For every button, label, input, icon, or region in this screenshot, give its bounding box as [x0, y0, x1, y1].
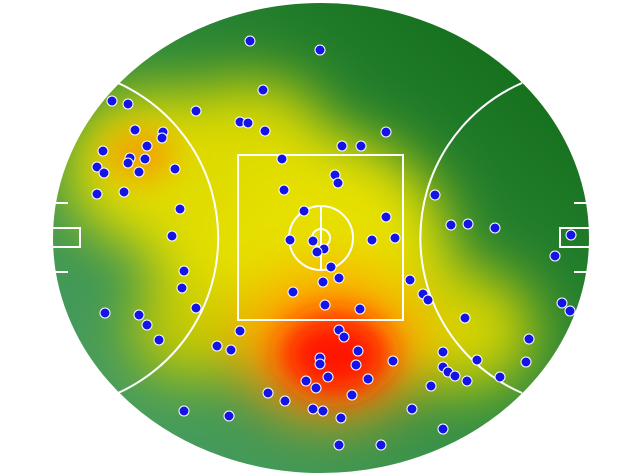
- point: [129, 124, 141, 136]
- point: [190, 105, 202, 117]
- point: [99, 307, 111, 319]
- point: [262, 387, 274, 399]
- point: [257, 84, 269, 96]
- point: [366, 234, 378, 246]
- point: [346, 389, 358, 401]
- point: [332, 177, 344, 189]
- point: [122, 157, 134, 169]
- point: [133, 309, 145, 321]
- point: [225, 344, 237, 356]
- point: [98, 167, 110, 179]
- point: [133, 166, 145, 178]
- point: [355, 140, 367, 152]
- point: [278, 184, 290, 196]
- point: [336, 140, 348, 152]
- point: [322, 371, 334, 383]
- point: [422, 294, 434, 306]
- point: [565, 229, 577, 241]
- point: [310, 382, 322, 394]
- point: [91, 161, 103, 173]
- point: [333, 439, 345, 451]
- point: [445, 219, 457, 231]
- point: [307, 235, 319, 247]
- point: [314, 358, 326, 370]
- point: [279, 395, 291, 407]
- point: [335, 412, 347, 424]
- point: [298, 205, 310, 217]
- point: [244, 35, 256, 47]
- point: [314, 44, 326, 56]
- point: [153, 334, 165, 346]
- point: [520, 356, 532, 368]
- point: [211, 340, 223, 352]
- point: [169, 163, 181, 175]
- point: [311, 246, 323, 258]
- point: [317, 405, 329, 417]
- point: [338, 331, 350, 343]
- point: [178, 405, 190, 417]
- point: [389, 232, 401, 244]
- point: [461, 375, 473, 387]
- point: [549, 250, 561, 262]
- heat-layer: [52, 2, 590, 474]
- point: [319, 299, 331, 311]
- point: [462, 218, 474, 230]
- point: [449, 370, 461, 382]
- point: [556, 297, 568, 309]
- point: [122, 98, 134, 110]
- point: [176, 282, 188, 294]
- point: [118, 186, 130, 198]
- point: [242, 117, 254, 129]
- point: [350, 359, 362, 371]
- point: [494, 371, 506, 383]
- point: [106, 95, 118, 107]
- point: [284, 234, 296, 246]
- point: [91, 188, 103, 200]
- point: [139, 153, 151, 165]
- point: [564, 305, 576, 317]
- point: [471, 354, 483, 366]
- point: [307, 403, 319, 415]
- point: [333, 272, 345, 284]
- point: [404, 274, 416, 286]
- point: [223, 410, 235, 422]
- point: [489, 222, 501, 234]
- point: [156, 132, 168, 144]
- point: [317, 276, 329, 288]
- point: [287, 286, 299, 298]
- point: [425, 380, 437, 392]
- point: [362, 373, 374, 385]
- point: [166, 230, 178, 242]
- point: [406, 403, 418, 415]
- point: [429, 189, 441, 201]
- point: [380, 211, 392, 223]
- point: [178, 265, 190, 277]
- point: [190, 302, 202, 314]
- point: [97, 145, 109, 157]
- point: [459, 312, 471, 324]
- point: [300, 375, 312, 387]
- point: [437, 346, 449, 358]
- point: [523, 333, 535, 345]
- point: [375, 439, 387, 451]
- point: [259, 125, 271, 137]
- point: [380, 126, 392, 138]
- point: [141, 140, 153, 152]
- point: [174, 203, 186, 215]
- point: [141, 319, 153, 331]
- point: [354, 303, 366, 315]
- point: [437, 423, 449, 435]
- point: [325, 261, 337, 273]
- point: [352, 345, 364, 357]
- point: [234, 325, 246, 337]
- point: [387, 355, 399, 367]
- point: [276, 153, 288, 165]
